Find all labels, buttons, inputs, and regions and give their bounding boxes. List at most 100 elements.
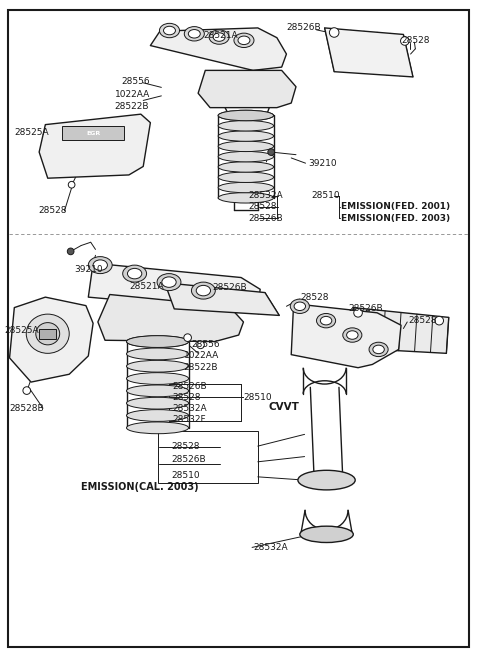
- Ellipse shape: [373, 345, 384, 353]
- Text: EMISSION(CAL. 2003): EMISSION(CAL. 2003): [81, 482, 199, 491]
- Polygon shape: [198, 70, 296, 108]
- Text: 28528: 28528: [401, 37, 430, 45]
- Text: 28556: 28556: [122, 77, 150, 86]
- Text: 28510: 28510: [171, 471, 200, 480]
- Circle shape: [329, 28, 339, 37]
- Ellipse shape: [290, 299, 310, 313]
- Ellipse shape: [320, 317, 332, 325]
- Ellipse shape: [213, 33, 225, 41]
- Polygon shape: [291, 304, 401, 368]
- Text: 28532A: 28532A: [248, 191, 283, 200]
- Ellipse shape: [127, 373, 189, 384]
- Ellipse shape: [234, 33, 254, 47]
- Polygon shape: [351, 307, 449, 353]
- Polygon shape: [88, 263, 260, 310]
- Ellipse shape: [127, 385, 189, 397]
- Polygon shape: [39, 114, 150, 178]
- Text: 28528: 28528: [171, 442, 199, 451]
- Ellipse shape: [192, 282, 216, 299]
- Ellipse shape: [162, 277, 176, 287]
- Text: 28528: 28528: [408, 315, 437, 325]
- Ellipse shape: [218, 182, 274, 193]
- Text: 28526B: 28526B: [213, 283, 247, 292]
- Ellipse shape: [128, 268, 142, 279]
- Bar: [39, 328, 56, 339]
- Ellipse shape: [157, 273, 181, 290]
- Ellipse shape: [218, 151, 274, 162]
- Text: 39210: 39210: [308, 159, 336, 168]
- Text: 28526B: 28526B: [287, 24, 321, 32]
- Ellipse shape: [343, 328, 362, 342]
- Ellipse shape: [127, 348, 189, 360]
- Text: 28525A: 28525A: [14, 128, 49, 137]
- Text: 28532A: 28532A: [253, 543, 288, 552]
- Text: 28510: 28510: [311, 191, 340, 200]
- Polygon shape: [165, 283, 279, 315]
- Text: 28525A: 28525A: [5, 326, 39, 335]
- Polygon shape: [324, 28, 413, 77]
- Bar: [157, 431, 258, 484]
- Ellipse shape: [300, 526, 353, 543]
- Polygon shape: [98, 294, 243, 342]
- Ellipse shape: [36, 323, 60, 345]
- Ellipse shape: [347, 330, 358, 339]
- Circle shape: [23, 387, 31, 394]
- Ellipse shape: [127, 422, 189, 434]
- Ellipse shape: [159, 24, 180, 37]
- Ellipse shape: [238, 36, 250, 45]
- Ellipse shape: [123, 265, 146, 282]
- Circle shape: [197, 341, 204, 349]
- Ellipse shape: [316, 313, 336, 328]
- Text: 28522B: 28522B: [115, 102, 149, 111]
- Text: 28532F: 28532F: [172, 415, 205, 424]
- Ellipse shape: [196, 285, 211, 296]
- Text: EMISSION(FED. 2001): EMISSION(FED. 2001): [341, 202, 450, 212]
- Text: 28526B: 28526B: [172, 382, 206, 390]
- Ellipse shape: [209, 30, 229, 44]
- Text: 28528: 28528: [248, 202, 277, 212]
- Text: 28521A: 28521A: [203, 32, 238, 40]
- Text: 28528: 28528: [172, 393, 200, 401]
- Text: 28526B: 28526B: [171, 455, 205, 464]
- Ellipse shape: [188, 30, 200, 38]
- Circle shape: [184, 334, 192, 342]
- Ellipse shape: [88, 257, 112, 273]
- Ellipse shape: [127, 397, 189, 409]
- Ellipse shape: [127, 360, 189, 372]
- Circle shape: [67, 248, 74, 255]
- Text: EGR: EGR: [86, 131, 100, 135]
- Text: CVVT: CVVT: [268, 402, 299, 412]
- Text: EMISSION(FED. 2003): EMISSION(FED. 2003): [341, 214, 450, 223]
- Text: 28526B: 28526B: [348, 304, 383, 313]
- Ellipse shape: [218, 193, 274, 203]
- Ellipse shape: [26, 314, 69, 353]
- Ellipse shape: [369, 342, 388, 357]
- Ellipse shape: [218, 120, 274, 131]
- Ellipse shape: [218, 110, 274, 121]
- Ellipse shape: [127, 409, 189, 421]
- Ellipse shape: [218, 110, 274, 121]
- Ellipse shape: [93, 260, 108, 270]
- Polygon shape: [150, 28, 287, 70]
- Ellipse shape: [164, 26, 176, 35]
- Circle shape: [435, 317, 444, 325]
- Text: 28522B: 28522B: [184, 363, 218, 372]
- Circle shape: [400, 37, 409, 45]
- Polygon shape: [10, 297, 93, 382]
- Ellipse shape: [127, 336, 189, 348]
- Text: 28528: 28528: [38, 206, 67, 215]
- Ellipse shape: [218, 141, 274, 152]
- Text: 1022AA: 1022AA: [184, 351, 219, 361]
- Circle shape: [354, 309, 362, 317]
- Text: 28556: 28556: [191, 340, 219, 349]
- Text: 39210: 39210: [74, 265, 103, 273]
- Text: 28521A: 28521A: [129, 282, 164, 290]
- Circle shape: [68, 181, 75, 188]
- Text: 28528B: 28528B: [10, 403, 44, 413]
- Text: 1022AA: 1022AA: [115, 90, 150, 99]
- Ellipse shape: [127, 336, 189, 348]
- Ellipse shape: [218, 172, 274, 183]
- Text: 28532A: 28532A: [172, 403, 206, 413]
- Text: 28510: 28510: [243, 393, 272, 401]
- Ellipse shape: [184, 26, 204, 41]
